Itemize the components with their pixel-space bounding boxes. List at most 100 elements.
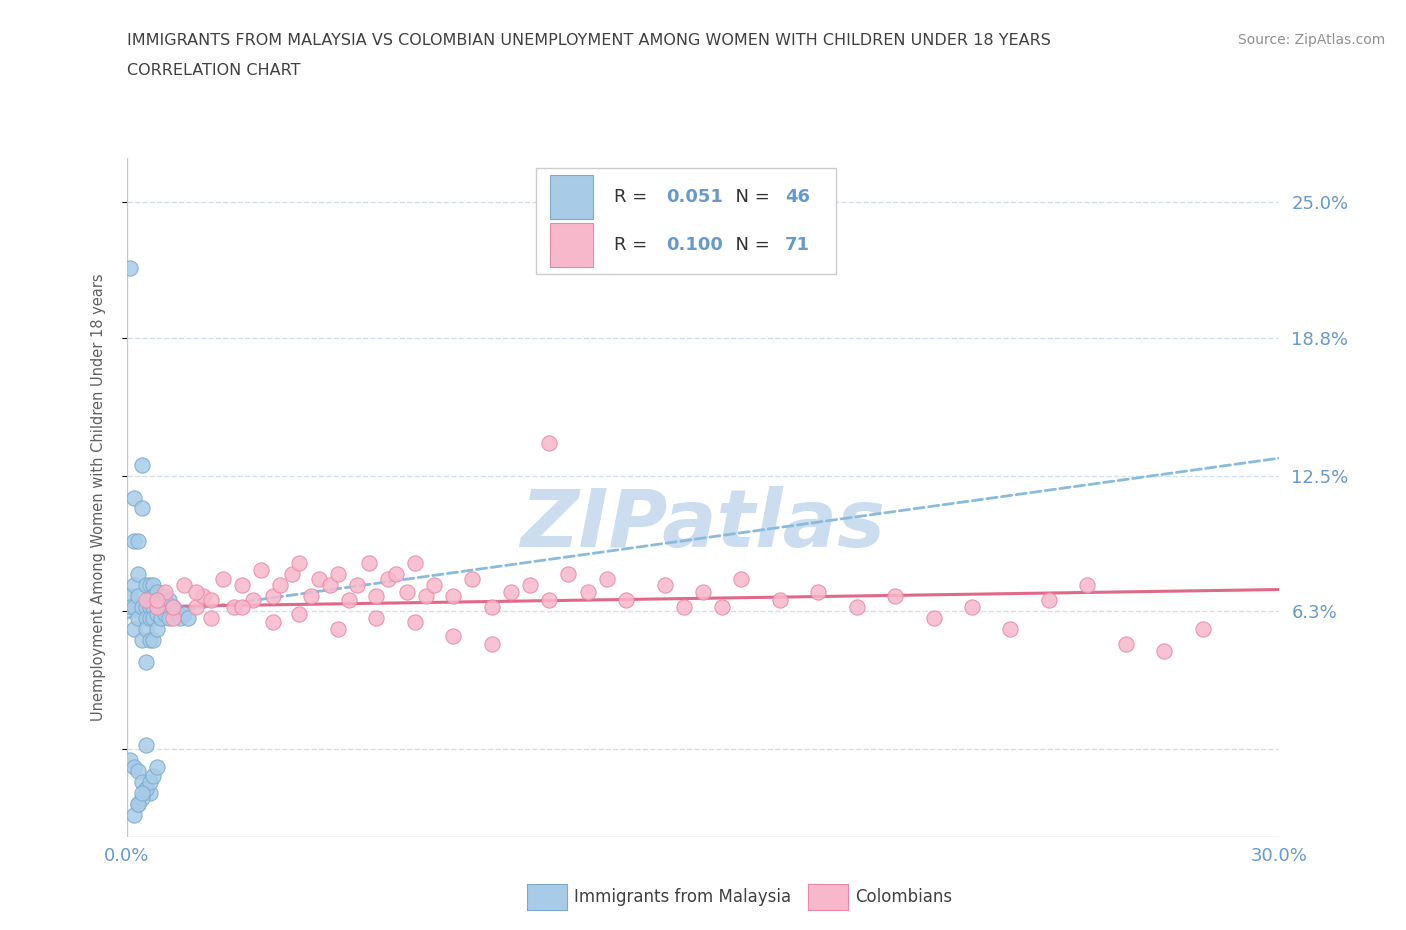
- Text: Colombians: Colombians: [855, 887, 952, 906]
- Point: [135, 578, 157, 592]
- Point: [146, 760, 169, 775]
- Point: [366, 611, 388, 626]
- Text: 71: 71: [785, 235, 810, 254]
- Point: [146, 584, 169, 599]
- Point: [319, 578, 342, 592]
- Point: [845, 600, 868, 615]
- Point: [538, 435, 561, 450]
- Point: [807, 584, 830, 599]
- Point: [157, 593, 180, 608]
- FancyBboxPatch shape: [550, 222, 593, 267]
- Point: [138, 578, 160, 592]
- Point: [153, 589, 176, 604]
- Point: [138, 786, 160, 801]
- Point: [1191, 621, 1213, 636]
- Text: 46: 46: [785, 188, 810, 206]
- Point: [281, 566, 304, 581]
- Point: [122, 490, 145, 505]
- Point: [122, 621, 145, 636]
- Point: [576, 584, 599, 599]
- Point: [423, 578, 446, 592]
- Point: [127, 566, 149, 581]
- Point: [138, 775, 160, 790]
- Point: [1000, 621, 1022, 636]
- Point: [262, 615, 284, 630]
- Text: CORRELATION CHART: CORRELATION CHART: [127, 63, 299, 78]
- Point: [131, 458, 153, 472]
- Point: [193, 589, 215, 604]
- Point: [173, 578, 195, 592]
- Text: IMMIGRANTS FROM MALAYSIA VS COLOMBIAN UNEMPLOYMENT AMONG WOMEN WITH CHILDREN UND: IMMIGRANTS FROM MALAYSIA VS COLOMBIAN UN…: [127, 33, 1050, 47]
- Point: [396, 584, 419, 599]
- Point: [346, 578, 368, 592]
- FancyBboxPatch shape: [550, 175, 593, 219]
- Point: [127, 797, 149, 812]
- Point: [138, 632, 160, 647]
- Point: [146, 600, 169, 615]
- Text: 0.100: 0.100: [666, 235, 723, 254]
- Point: [404, 615, 426, 630]
- Point: [135, 593, 157, 608]
- Point: [142, 578, 165, 592]
- Point: [122, 600, 145, 615]
- Point: [120, 600, 142, 615]
- Point: [654, 578, 676, 592]
- Point: [127, 611, 149, 626]
- Point: [269, 578, 291, 592]
- Point: [441, 589, 464, 604]
- Point: [262, 589, 284, 604]
- Point: [1038, 593, 1060, 608]
- Point: [138, 600, 160, 615]
- Text: N =: N =: [724, 188, 775, 206]
- Point: [120, 589, 142, 604]
- Point: [200, 611, 222, 626]
- Point: [169, 611, 191, 626]
- Point: [142, 589, 165, 604]
- Point: [299, 589, 322, 604]
- Point: [131, 600, 153, 615]
- Point: [177, 611, 200, 626]
- Point: [769, 593, 792, 608]
- Point: [404, 556, 426, 571]
- Point: [166, 604, 188, 618]
- Point: [211, 571, 233, 586]
- Point: [122, 760, 145, 775]
- Point: [131, 632, 153, 647]
- Point: [138, 611, 160, 626]
- Point: [153, 606, 176, 621]
- Point: [146, 621, 169, 636]
- Point: [339, 593, 361, 608]
- Point: [131, 786, 153, 801]
- Point: [922, 611, 945, 626]
- Point: [960, 600, 983, 615]
- Point: [135, 611, 157, 626]
- Point: [538, 593, 561, 608]
- Point: [614, 593, 637, 608]
- Point: [461, 571, 484, 586]
- Point: [242, 593, 264, 608]
- Text: N =: N =: [724, 235, 775, 254]
- Point: [730, 571, 752, 586]
- Point: [1076, 578, 1098, 592]
- Point: [184, 584, 207, 599]
- Point: [596, 571, 619, 586]
- Point: [499, 584, 522, 599]
- Point: [135, 781, 157, 796]
- Text: 0.051: 0.051: [666, 188, 723, 206]
- Point: [127, 764, 149, 778]
- Point: [1153, 644, 1175, 658]
- Point: [122, 534, 145, 549]
- Point: [120, 753, 142, 768]
- Point: [326, 621, 349, 636]
- Point: [127, 797, 149, 812]
- Point: [153, 584, 176, 599]
- Point: [481, 600, 503, 615]
- Point: [200, 593, 222, 608]
- Point: [138, 593, 160, 608]
- Point: [384, 566, 406, 581]
- Point: [288, 556, 311, 571]
- Point: [142, 600, 165, 615]
- Point: [173, 606, 195, 621]
- Point: [135, 621, 157, 636]
- Text: Source: ZipAtlas.com: Source: ZipAtlas.com: [1237, 33, 1385, 46]
